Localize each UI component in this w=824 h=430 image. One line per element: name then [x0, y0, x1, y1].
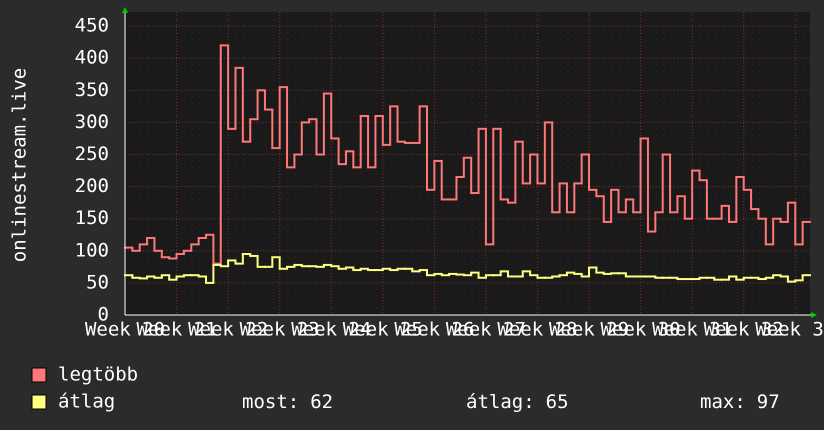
stat: átlag: 65	[466, 391, 569, 413]
stat-value: 62	[310, 391, 333, 413]
stat-label: átlag:	[466, 391, 535, 413]
x-tick-label: Week 30	[601, 319, 681, 341]
x-tick-label: Week 21	[137, 319, 217, 341]
stat-value: 97	[757, 391, 780, 413]
stat: most: 62	[242, 391, 333, 413]
y-tick-label: 200	[75, 175, 109, 197]
x-tick-label: Week 22	[188, 319, 268, 341]
legend: legtöbb átlag most: 62 átlag: 65 max: 97	[31, 364, 780, 413]
x-tick-label: Week 23	[240, 319, 320, 341]
x-tick-label: Week 32	[704, 319, 784, 341]
x-tick-label: Week 28	[497, 319, 577, 341]
stat-label: most:	[242, 391, 299, 413]
lines	[124, 44, 811, 284]
x-tick-label: Week 24	[291, 319, 371, 341]
x-tick-label: Week 31	[652, 319, 732, 341]
legend-swatch	[31, 394, 47, 410]
y-tick-label: 250	[75, 143, 109, 165]
x-axis-arrow	[811, 312, 817, 318]
x-tick-label: Week 27	[446, 319, 526, 341]
legend-swatch	[31, 367, 47, 383]
legend-label: átlag	[58, 391, 115, 413]
y-axis-arrow	[122, 7, 128, 13]
y-tick-label: 400	[75, 47, 109, 69]
series-line	[124, 253, 811, 284]
x-tick-label: Week 26	[394, 319, 474, 341]
y-tick-label: 100	[75, 239, 109, 261]
x-tick-label: Week 25	[343, 319, 423, 341]
y-tick-label: 450	[75, 15, 109, 37]
y-tick-label: 150	[75, 207, 109, 229]
x-tick-label: Week 20	[85, 319, 165, 341]
y-tick-label: 300	[75, 111, 109, 133]
y-tick-label: 50	[86, 271, 109, 293]
stat-value: 65	[546, 391, 569, 413]
series-line	[124, 44, 811, 265]
y-axis-label: onlinestream.live	[9, 68, 31, 262]
stat: max: 97	[700, 391, 780, 413]
x-tick-label: Week 33	[755, 319, 824, 341]
y-tick-label: 0	[98, 304, 109, 326]
x-tick-label: Week 29	[549, 319, 629, 341]
stat-label: max:	[700, 391, 746, 413]
y-tick-label: 350	[75, 79, 109, 101]
legend-label: legtöbb	[58, 364, 138, 386]
